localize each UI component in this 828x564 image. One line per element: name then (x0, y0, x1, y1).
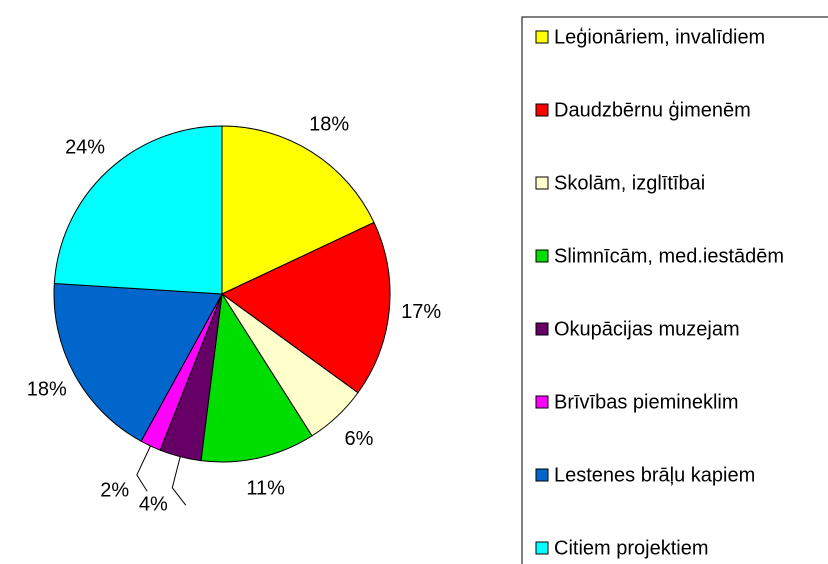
legend-swatch (535, 541, 549, 555)
data-label: 18% (309, 113, 349, 135)
pie-slice (53, 282, 223, 442)
data-label: 2% (100, 480, 129, 502)
legend-label: Lestenes brāļu kapiem (554, 464, 755, 486)
legend-swatch (535, 30, 549, 44)
pie-slice (200, 292, 313, 463)
pie-slice (221, 221, 391, 394)
data-label: 18% (27, 379, 67, 401)
data-label: 17% (401, 301, 441, 323)
legend-box (521, 16, 828, 564)
legend-label: Skolām, izglītībai (554, 172, 705, 194)
legend-label: Okupācijas muzejam (554, 318, 740, 340)
legend-swatch (535, 395, 549, 409)
legend-label: Daudzbērnu ģimenēm (554, 99, 751, 121)
pie-slice (221, 125, 375, 295)
data-label: 24% (65, 136, 105, 158)
legend-label: Citiem projektiem (554, 537, 708, 559)
legend-label: Leģionāriem, invalīdiem (554, 26, 765, 48)
data-label: 11% (246, 477, 285, 499)
legend-swatch (535, 468, 549, 482)
legend-swatch (535, 322, 549, 336)
data-label: 4% (139, 493, 168, 515)
legend-label: Brīvības piemineklim (554, 391, 739, 413)
pie-slice (53, 125, 223, 295)
data-label: 6% (344, 428, 373, 450)
legend-swatch (535, 103, 549, 117)
leader-line (136, 445, 151, 492)
legend-label: Slimnīcām, med.iestādēm (554, 245, 784, 267)
leader-line (171, 456, 187, 506)
legend-swatch (535, 176, 549, 190)
legend-swatch (535, 249, 549, 263)
